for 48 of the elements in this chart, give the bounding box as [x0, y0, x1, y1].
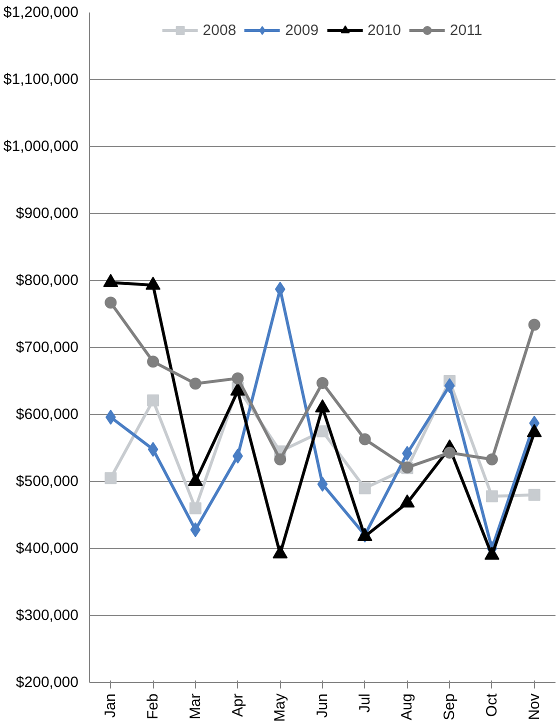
- y-tick-label: $800,000: [16, 272, 79, 289]
- x-tick-label: Apr: [229, 693, 246, 717]
- legend-label: 2008: [202, 22, 236, 38]
- x-tick-label: Feb: [144, 693, 162, 720]
- y-tick-label: $1,200,000: [3, 4, 79, 21]
- point: [528, 318, 540, 331]
- point: [444, 378, 455, 394]
- x-tick-label: Nov: [526, 693, 543, 720]
- point: [232, 372, 244, 384]
- legend-label: 2009: [285, 22, 319, 38]
- x-tick-label: Jun: [314, 693, 331, 718]
- legend-label: 2010: [368, 22, 401, 38]
- point: [444, 446, 456, 459]
- x-tick-label: May: [272, 693, 289, 722]
- x-tick-label: Jan: [102, 693, 120, 718]
- y-tick-label: $600,000: [16, 406, 79, 423]
- y-tick-label: $200,000: [16, 674, 79, 691]
- y-tick-label: $400,000: [16, 540, 79, 557]
- point: [528, 488, 540, 501]
- x-tick-label: Sep: [441, 693, 458, 720]
- x-tick-label: Oct: [483, 692, 500, 717]
- x-tick-label: Jul: [356, 693, 374, 713]
- point: [189, 378, 202, 390]
- y-tick-label: $500,000: [16, 473, 79, 490]
- y-tick-label: $1,100,000: [3, 71, 79, 88]
- y-tick-label: $900,000: [16, 205, 79, 222]
- point: [274, 453, 286, 466]
- point: [317, 476, 328, 492]
- point: [486, 490, 498, 502]
- point: [486, 453, 498, 466]
- point: [316, 377, 328, 389]
- x-tick-label: Aug: [398, 693, 416, 720]
- point: [147, 356, 160, 368]
- legend-label: 2011: [450, 22, 482, 38]
- point: [104, 296, 117, 309]
- point: [189, 502, 202, 514]
- y-tick-label: $1,000,000: [3, 138, 79, 155]
- y-tick-label: $300,000: [16, 607, 79, 624]
- point: [358, 433, 371, 446]
- point: [104, 472, 117, 484]
- x-tick-label: Mar: [186, 693, 204, 720]
- point: [148, 442, 158, 457]
- point: [274, 282, 286, 297]
- point: [358, 482, 371, 494]
- point: [316, 425, 328, 438]
- point: [147, 394, 160, 406]
- point: [190, 522, 201, 538]
- y-tick-label: $700,000: [16, 339, 79, 356]
